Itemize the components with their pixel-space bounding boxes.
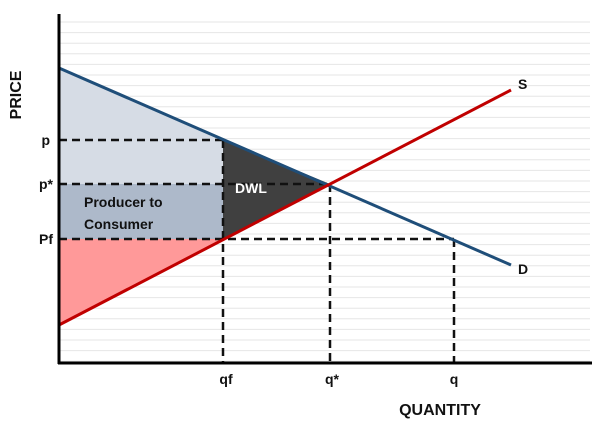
transfer-label-line2: Consumer <box>84 216 154 232</box>
tick-pf: Pf <box>39 231 53 247</box>
demand-label: D <box>518 261 528 277</box>
tick-p: p <box>41 132 50 148</box>
deadweight-loss-region <box>223 140 330 239</box>
transfer-label-line1: Producer to <box>84 194 163 210</box>
tick-q-star: q* <box>325 371 340 387</box>
tick-q: q <box>450 371 459 387</box>
supply-curve <box>58 88 512 327</box>
consumer-surplus-region <box>59 68 223 184</box>
producer-to-consumer-region <box>59 184 223 239</box>
y-axis-label: PRICE <box>8 70 25 119</box>
tick-p-star: p* <box>39 176 54 192</box>
demand-curve <box>58 66 512 267</box>
x-axis-label: QUANTITY <box>399 402 481 419</box>
tick-qf: qf <box>219 371 233 387</box>
dwl-label: DWL <box>235 180 267 196</box>
supply-label: S <box>518 76 527 92</box>
